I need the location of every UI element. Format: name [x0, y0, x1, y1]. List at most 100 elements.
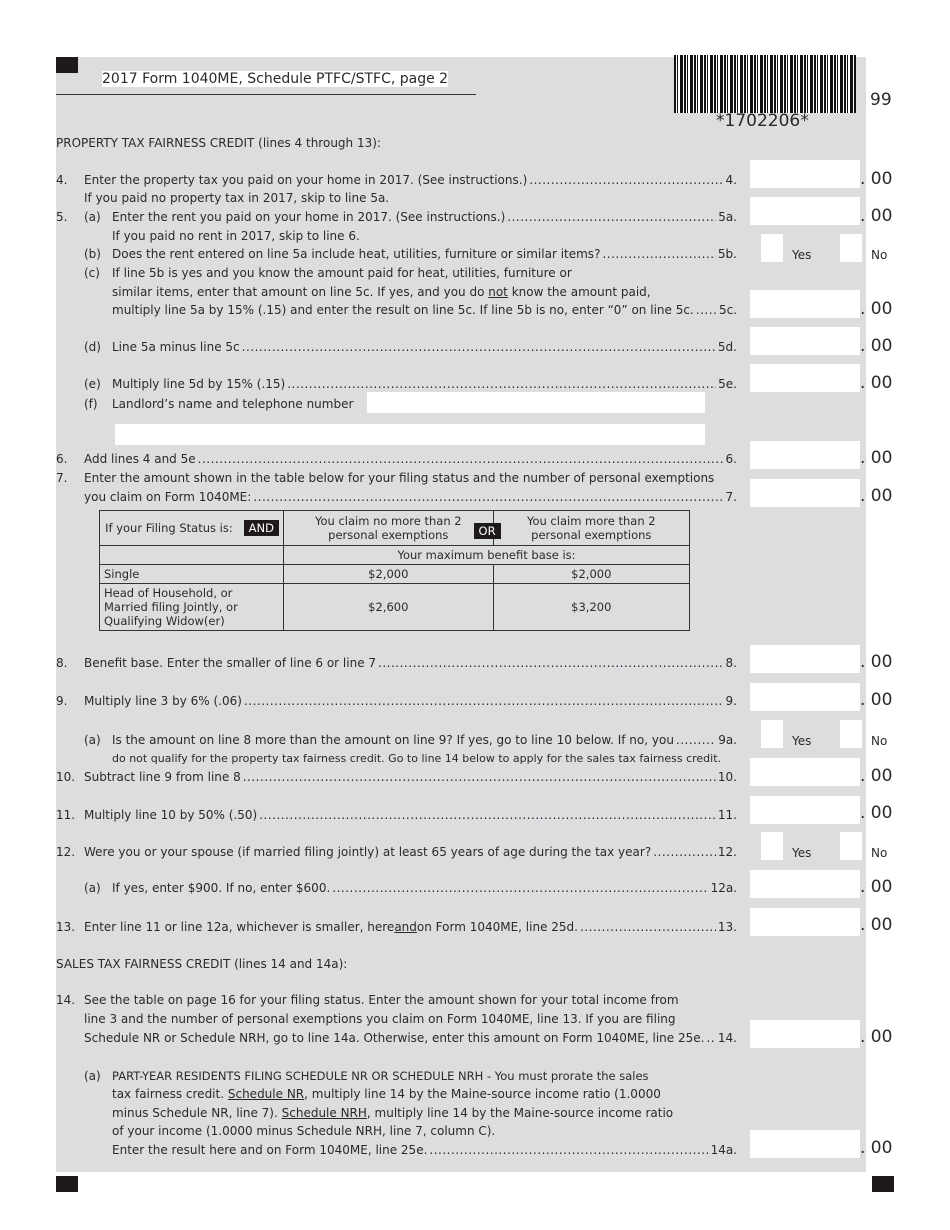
- line-5c-input[interactable]: [750, 290, 860, 318]
- line-9: Multiply line 3 by 6% (.06)9.: [84, 693, 737, 709]
- line-14-text: line 3 and the number of personal exempt…: [84, 1012, 676, 1026]
- sub-letter: (b): [84, 247, 101, 261]
- filing-status: Single: [99, 564, 284, 584]
- sub-letter: (d): [84, 340, 101, 354]
- line-number: 13.: [56, 920, 76, 934]
- line-number: 7.: [56, 471, 68, 485]
- line-9a-no-checkbox[interactable]: [840, 720, 862, 748]
- line-number: 9.: [56, 694, 68, 708]
- line-number: 14.: [56, 993, 76, 1007]
- page-code: 99: [870, 90, 892, 110]
- cents: . 00: [860, 336, 893, 356]
- table-subheader: Your maximum benefit base is:: [283, 545, 690, 565]
- title-rule: [56, 94, 476, 95]
- filing-status-label: If your Filing Status is:: [105, 521, 233, 535]
- line-5c-text: If line 5b is yes and you know the amoun…: [112, 266, 572, 280]
- sub-letter: (a): [84, 210, 101, 224]
- line-13: Enter line 11 or line 12a, whichever is …: [84, 919, 737, 935]
- table-row: Single $2,000 $2,000: [99, 564, 691, 584]
- line-10-input[interactable]: [750, 758, 860, 786]
- line-12-yes-checkbox[interactable]: [761, 832, 783, 860]
- line-number: 5.: [56, 210, 68, 224]
- line-14-input[interactable]: [750, 1020, 860, 1048]
- line-8-input[interactable]: [750, 645, 860, 673]
- cents: . 00: [860, 803, 893, 823]
- line-12a: If yes, enter $900. If no, enter $600.12…: [112, 880, 737, 896]
- line-number: 6.: [56, 452, 68, 466]
- table-cell: $2,000: [492, 564, 691, 584]
- table-cell: $3,200: [492, 583, 691, 631]
- line-5a-input[interactable]: [750, 197, 860, 225]
- registration-mark: [56, 57, 78, 73]
- and-tag: AND: [243, 520, 279, 536]
- cents: . 00: [860, 299, 893, 319]
- section-heading-ptfc: PROPERTY TAX FAIRNESS CREDIT (lines 4 th…: [56, 136, 381, 150]
- line-10: Subtract line 9 from line 810.: [84, 769, 737, 785]
- benefit-base-table: If your Filing Status is: AND You claim …: [99, 510, 691, 631]
- line-4: Enter the property tax you paid on your …: [84, 172, 737, 188]
- line-note: If you paid no rent in 2017, skip to lin…: [112, 229, 360, 243]
- line-5b-no-checkbox[interactable]: [840, 234, 862, 262]
- sub-letter: (a): [84, 733, 101, 747]
- line-14: Schedule NR or Schedule NRH, go to line …: [84, 1030, 737, 1046]
- line-14a: Enter the result here and on Form 1040ME…: [112, 1142, 737, 1158]
- line-11: Multiply line 10 by 50% (.50)11.: [84, 807, 737, 823]
- line-12-no-checkbox[interactable]: [840, 832, 862, 860]
- cents: . 00: [860, 169, 893, 189]
- line-14a-input[interactable]: [750, 1130, 860, 1158]
- cents: . 00: [860, 652, 893, 672]
- line-5d: Line 5a minus line 5c5d.: [112, 339, 737, 355]
- barcode-number: *1702206*: [713, 113, 812, 130]
- line-5b: Does the rent entered on line 5a include…: [112, 246, 737, 262]
- line-12: Were you or your spouse (if married fili…: [84, 844, 737, 860]
- line-number: 8.: [56, 656, 68, 670]
- cents: . 00: [860, 766, 893, 786]
- cents: . 00: [860, 915, 893, 935]
- sub-letter: (a): [84, 881, 101, 895]
- no-label: No: [871, 248, 888, 262]
- cents: . 00: [860, 877, 893, 897]
- table-header-row: If your Filing Status is: AND You claim …: [99, 510, 691, 546]
- line-5e-input[interactable]: [750, 364, 860, 392]
- registration-mark: [56, 1176, 78, 1192]
- line-7-input[interactable]: [750, 479, 860, 507]
- line-5c-text: similar items, enter that amount on line…: [112, 285, 651, 299]
- line-14a-text: of your income (1.0000 minus Schedule NR…: [112, 1124, 496, 1138]
- line-6-input[interactable]: [750, 441, 860, 469]
- line-5c: multiply line 5a by 15% (.15) and enter …: [112, 302, 737, 318]
- line-number: 4.: [56, 173, 68, 187]
- sub-letter: (a): [84, 1069, 101, 1083]
- page-title: 2017 Form 1040ME, Schedule PTFC/STFC, pa…: [102, 71, 449, 87]
- line-5e: Multiply line 5d by 15% (.15)5e.: [112, 376, 737, 392]
- cents: . 00: [860, 1138, 893, 1158]
- line-5a: Enter the rent you paid on your home in …: [112, 209, 737, 225]
- cents: . 00: [860, 448, 893, 468]
- no-label: No: [871, 734, 888, 748]
- cents: . 00: [860, 690, 893, 710]
- no-label: No: [871, 846, 888, 860]
- table-cell: $2,000: [283, 564, 494, 584]
- yes-label: Yes: [792, 734, 812, 748]
- line-11-input[interactable]: [750, 796, 860, 824]
- line-5f-label: Landlord’s name and telephone number: [112, 397, 354, 411]
- line-4-input[interactable]: [750, 160, 860, 188]
- column-header: You claim more than 2 personal exemption…: [526, 514, 656, 542]
- line-note: do not qualify for the property tax fair…: [112, 752, 722, 765]
- line-12a-input[interactable]: [750, 870, 860, 898]
- line-8: Benefit base. Enter the smaller of line …: [84, 655, 737, 671]
- line-13-input[interactable]: [750, 908, 860, 936]
- line-9-input[interactable]: [750, 683, 860, 711]
- landlord-name-input[interactable]: [367, 392, 705, 413]
- line-5b-yes-checkbox[interactable]: [761, 234, 783, 262]
- landlord-phone-input[interactable]: [115, 424, 705, 445]
- table-row: Head of Household, or Married filing Joi…: [99, 583, 691, 631]
- line-9a-yes-checkbox[interactable]: [761, 720, 783, 748]
- filing-status: Head of Household, or Married filing Joi…: [104, 586, 238, 628]
- line-14a-text: tax fairness credit. Schedule NR, multip…: [112, 1087, 661, 1101]
- line-number: 12.: [56, 845, 76, 859]
- sub-letter: (e): [84, 377, 101, 391]
- yes-label: Yes: [792, 846, 812, 860]
- line-5d-input[interactable]: [750, 327, 860, 355]
- cents: . 00: [860, 486, 893, 506]
